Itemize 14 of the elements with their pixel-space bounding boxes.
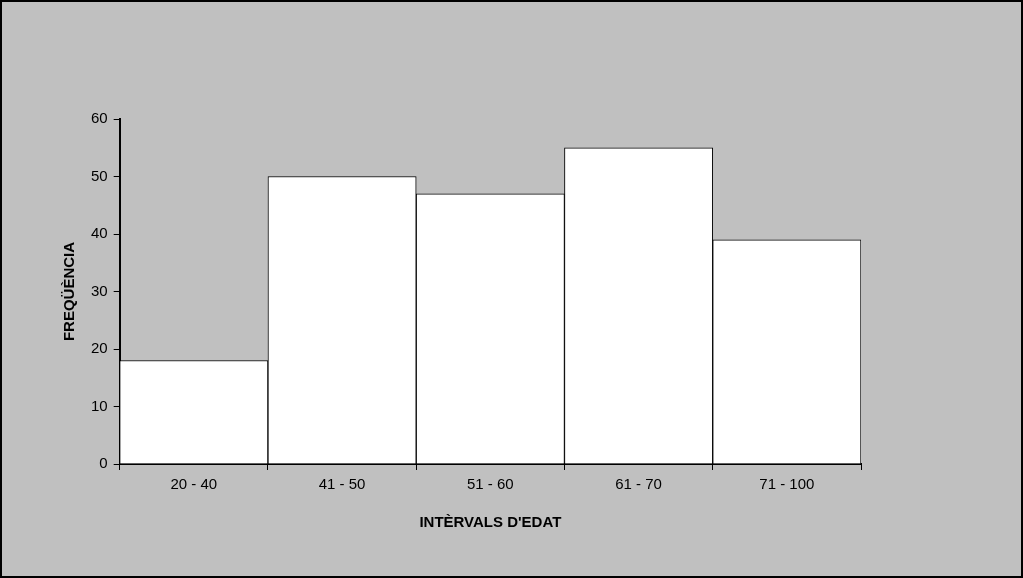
y-tick-label: 50 bbox=[91, 166, 108, 184]
y-tick-label: 60 bbox=[91, 109, 108, 127]
x-tick-label: 20 - 40 bbox=[170, 475, 218, 493]
y-axis-title: FREQÜÈNCIA bbox=[60, 241, 78, 342]
y-tick-label: 30 bbox=[91, 281, 108, 299]
x-tick-label: 51 - 60 bbox=[466, 475, 514, 493]
y-tick-label: 20 bbox=[91, 339, 108, 357]
y-tick-label: 40 bbox=[91, 224, 108, 242]
x-tick-label: 71 - 100 bbox=[759, 475, 815, 493]
y-tick-label: 10 bbox=[91, 396, 108, 414]
x-tick-label: 61 - 70 bbox=[615, 475, 662, 493]
x-axis-title: INTÈRVALS D'EDAT bbox=[419, 513, 562, 531]
x-tick-label: 41 - 50 bbox=[318, 475, 366, 493]
y-tick-label: 0 bbox=[99, 454, 108, 472]
